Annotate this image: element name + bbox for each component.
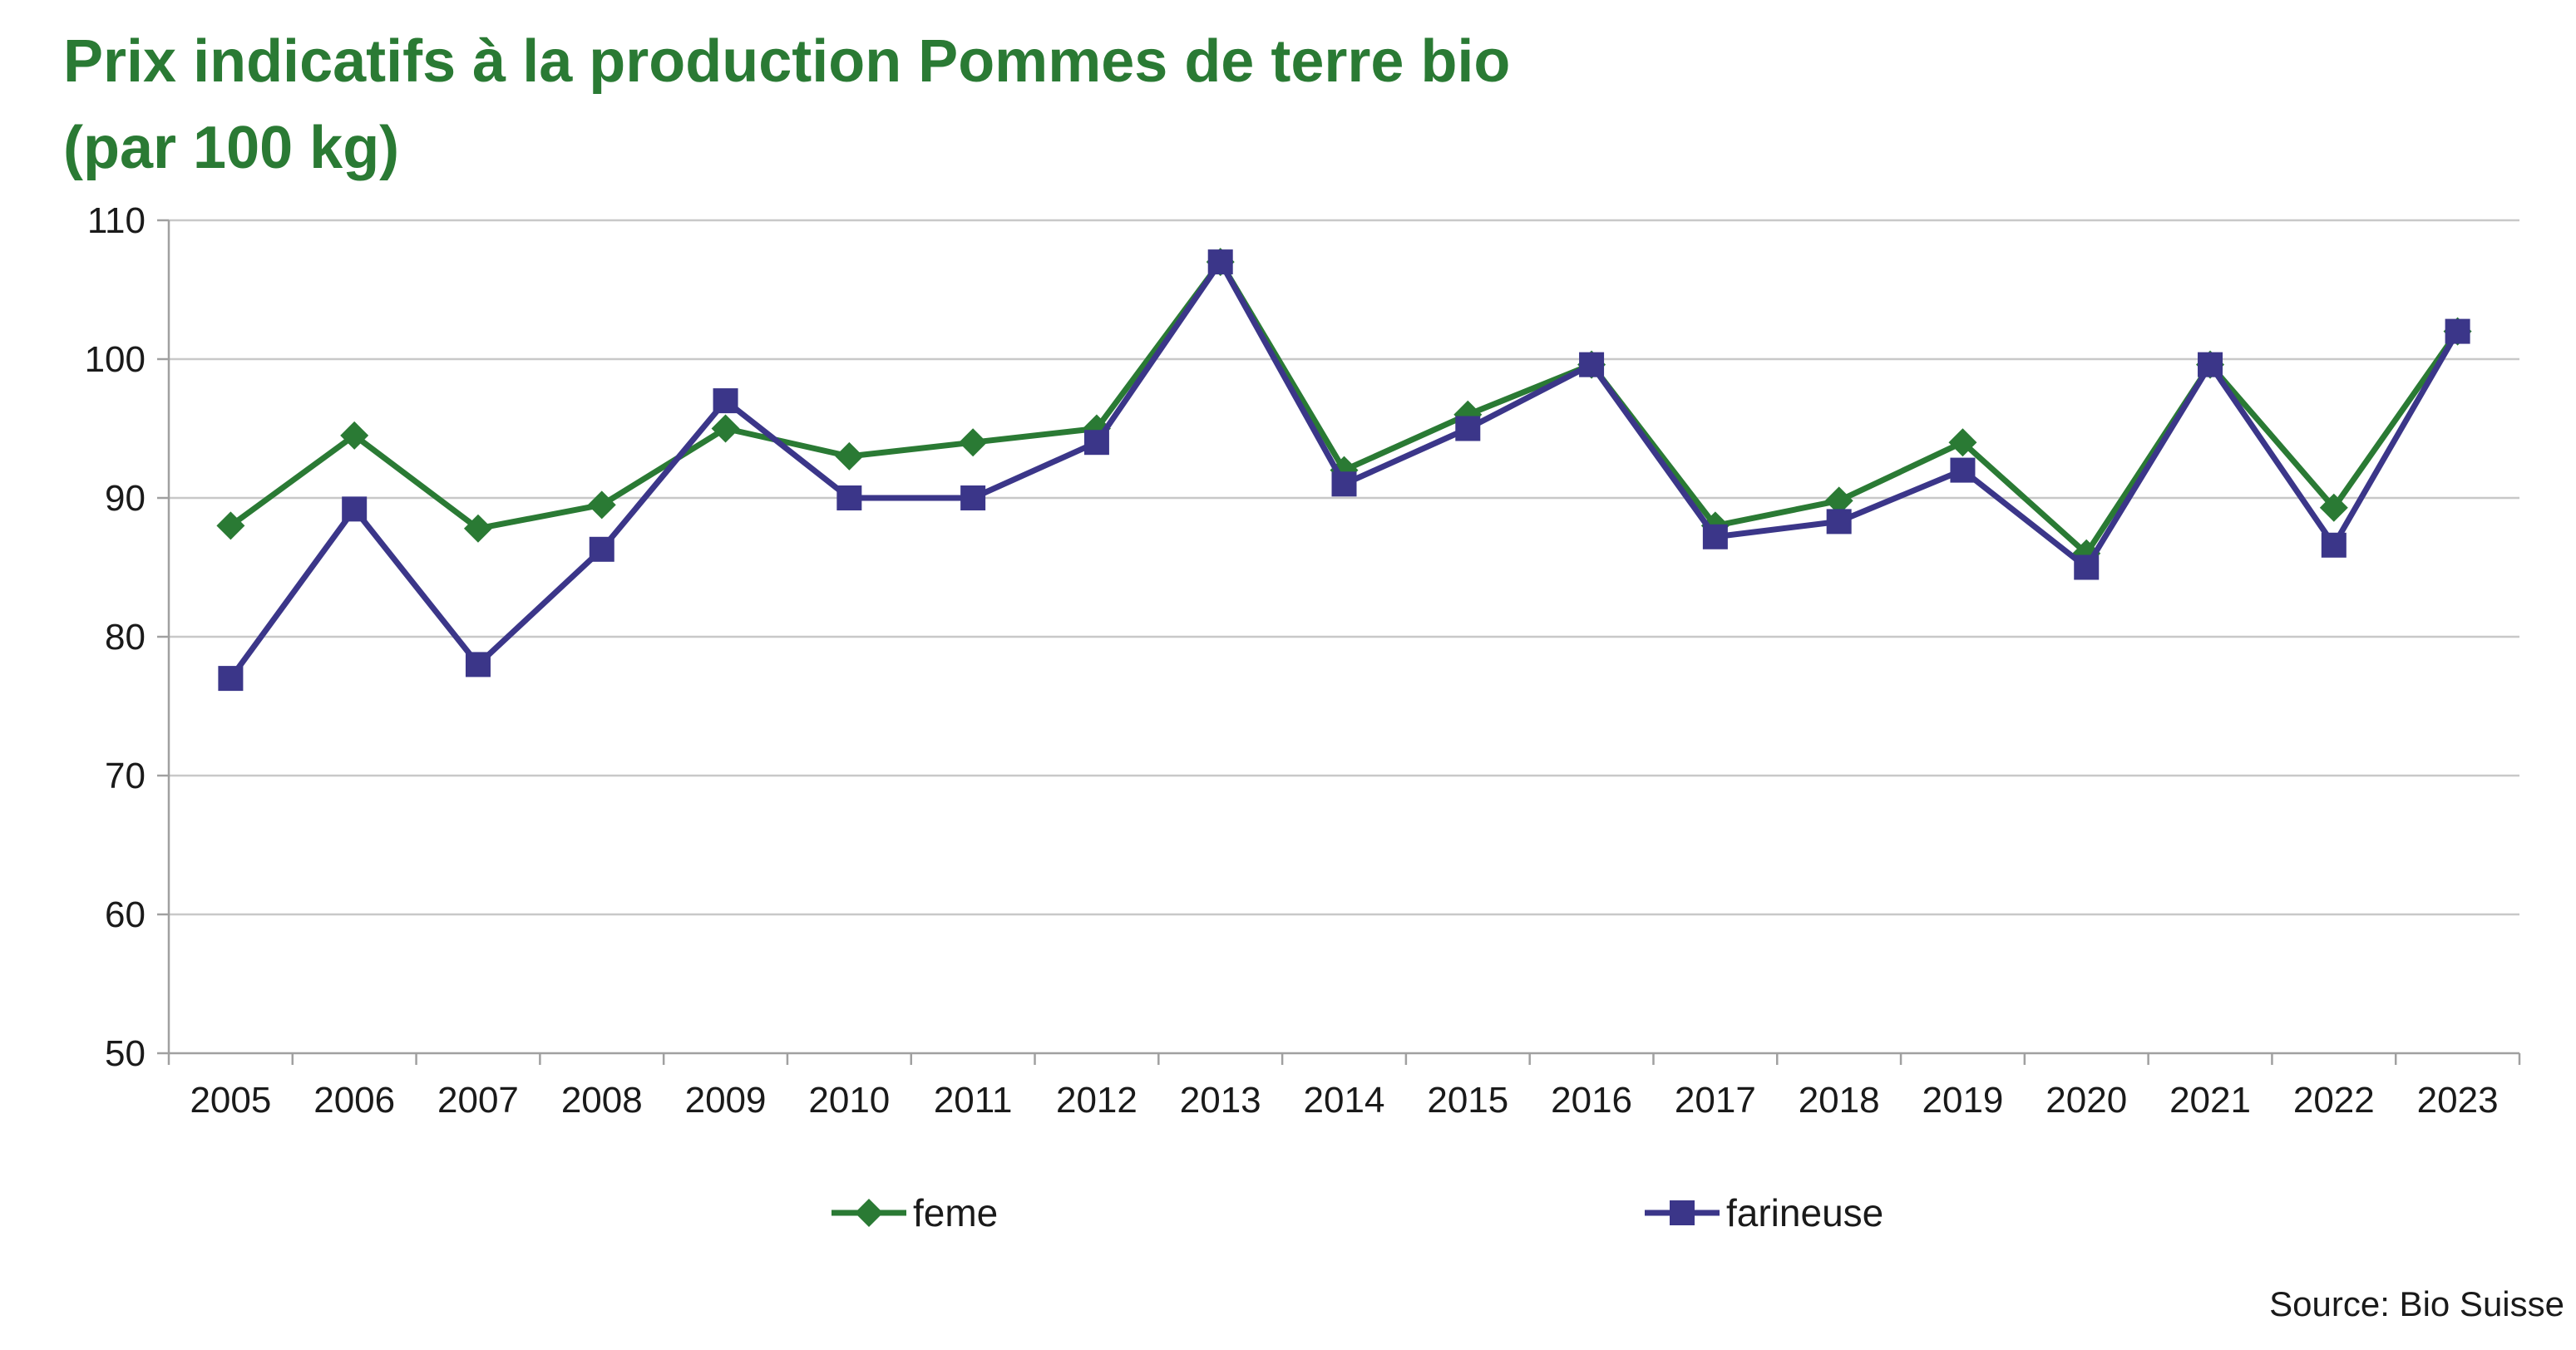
y-tick-label-90: 90	[105, 478, 146, 519]
data-point-farineuse-2018	[1826, 509, 1852, 535]
data-point-feme-2022	[2319, 493, 2348, 522]
legend-label-feme: feme	[913, 1191, 998, 1234]
legend-label-farineuse: farineuse	[1726, 1191, 1883, 1234]
data-point-farineuse-2020	[2074, 554, 2100, 580]
data-point-feme-2018	[1824, 486, 1853, 515]
series-feme	[216, 248, 2472, 568]
y-tick-label-60: 60	[105, 894, 146, 935]
legend: feme farineuse	[832, 1191, 1883, 1234]
y-tick-label-70: 70	[105, 756, 146, 796]
chart-title-line-2: (par 100 kg)	[63, 115, 400, 181]
chart-title-line-1: Prix indicatifs à la production Pommes d…	[63, 28, 1511, 95]
data-point-farineuse-2019	[1950, 457, 1976, 483]
data-point-farineuse-2009	[713, 388, 738, 414]
x-tick-label-2009: 2009	[685, 1080, 767, 1121]
x-tick-label-2007: 2007	[437, 1080, 519, 1121]
chart-title: Prix indicatifs à la production Pommes d…	[63, 18, 1510, 191]
x-tick-label-2021: 2021	[2169, 1080, 2251, 1121]
data-point-farineuse-2017	[1702, 524, 1728, 549]
x-tick-label-2010: 2010	[808, 1080, 890, 1121]
data-point-farineuse-2005	[218, 666, 244, 692]
legend-item-farineuse: farineuse	[1645, 1191, 1883, 1234]
axes: 50 60 70 80 90 100 110 2005 2006 2007 2008 2009 2010…	[85, 200, 2521, 1121]
x-tick-label-2011: 2011	[934, 1080, 1013, 1121]
data-point-farineuse-2023	[2445, 318, 2470, 344]
legend-item-feme: feme	[832, 1191, 998, 1234]
data-point-farineuse-2010	[836, 485, 862, 510]
data-point-feme-2019	[1948, 428, 1977, 457]
data-point-farineuse-2013	[1207, 249, 1233, 275]
x-tick-label-2012: 2012	[1056, 1080, 1137, 1121]
x-tick-label-2023: 2023	[2417, 1080, 2499, 1121]
x-tick-label-2018: 2018	[1799, 1080, 1880, 1121]
x-tick-label-2013: 2013	[1180, 1080, 1261, 1121]
y-tick-label-110: 110	[87, 200, 146, 241]
data-point-feme-2010	[835, 441, 864, 471]
legend-marker-feme	[855, 1199, 883, 1227]
data-point-feme-2007	[463, 514, 492, 543]
x-tick-label-2014: 2014	[1304, 1080, 1385, 1121]
legend-marker-farineuse	[1670, 1200, 1695, 1225]
x-tick-label-2016: 2016	[1551, 1080, 1632, 1121]
data-point-feme-2006	[340, 421, 369, 450]
gridlines	[169, 219, 2519, 916]
data-point-farineuse-2015	[1455, 416, 1481, 441]
x-tick-label-2017: 2017	[1675, 1080, 1756, 1121]
source-note: Source: Bio Suisse	[2269, 1284, 2564, 1323]
data-point-farineuse-2007	[465, 652, 491, 677]
data-point-farineuse-2006	[342, 496, 368, 522]
data-point-feme-2005	[216, 511, 245, 540]
x-tick-label-2005: 2005	[190, 1080, 271, 1121]
data-point-farineuse-2011	[960, 485, 986, 510]
data-point-feme-2011	[959, 428, 988, 457]
data-point-farineuse-2016	[1579, 352, 1605, 377]
x-tick-label-2022: 2022	[2293, 1080, 2375, 1121]
series-farineuse	[218, 249, 2470, 692]
y-tick-label-100: 100	[85, 339, 146, 380]
y-tick-label-50: 50	[105, 1033, 146, 1074]
data-point-farineuse-2022	[2321, 532, 2347, 558]
x-tick-label-2019: 2019	[1922, 1080, 2004, 1121]
data-point-feme-2009	[711, 414, 740, 443]
data-point-farineuse-2012	[1083, 430, 1109, 456]
series	[216, 248, 2472, 692]
x-tick-label-2020: 2020	[2046, 1080, 2127, 1121]
data-point-farineuse-2014	[1331, 471, 1357, 497]
x-tick-label-2008: 2008	[561, 1080, 643, 1121]
x-tick-label-2006: 2006	[313, 1080, 395, 1121]
x-tick-label-2015: 2015	[1427, 1080, 1508, 1121]
y-tick-label-80: 80	[105, 617, 146, 658]
data-point-feme-2008	[587, 490, 616, 520]
data-point-farineuse-2008	[589, 536, 614, 562]
data-point-farineuse-2021	[2198, 352, 2223, 377]
